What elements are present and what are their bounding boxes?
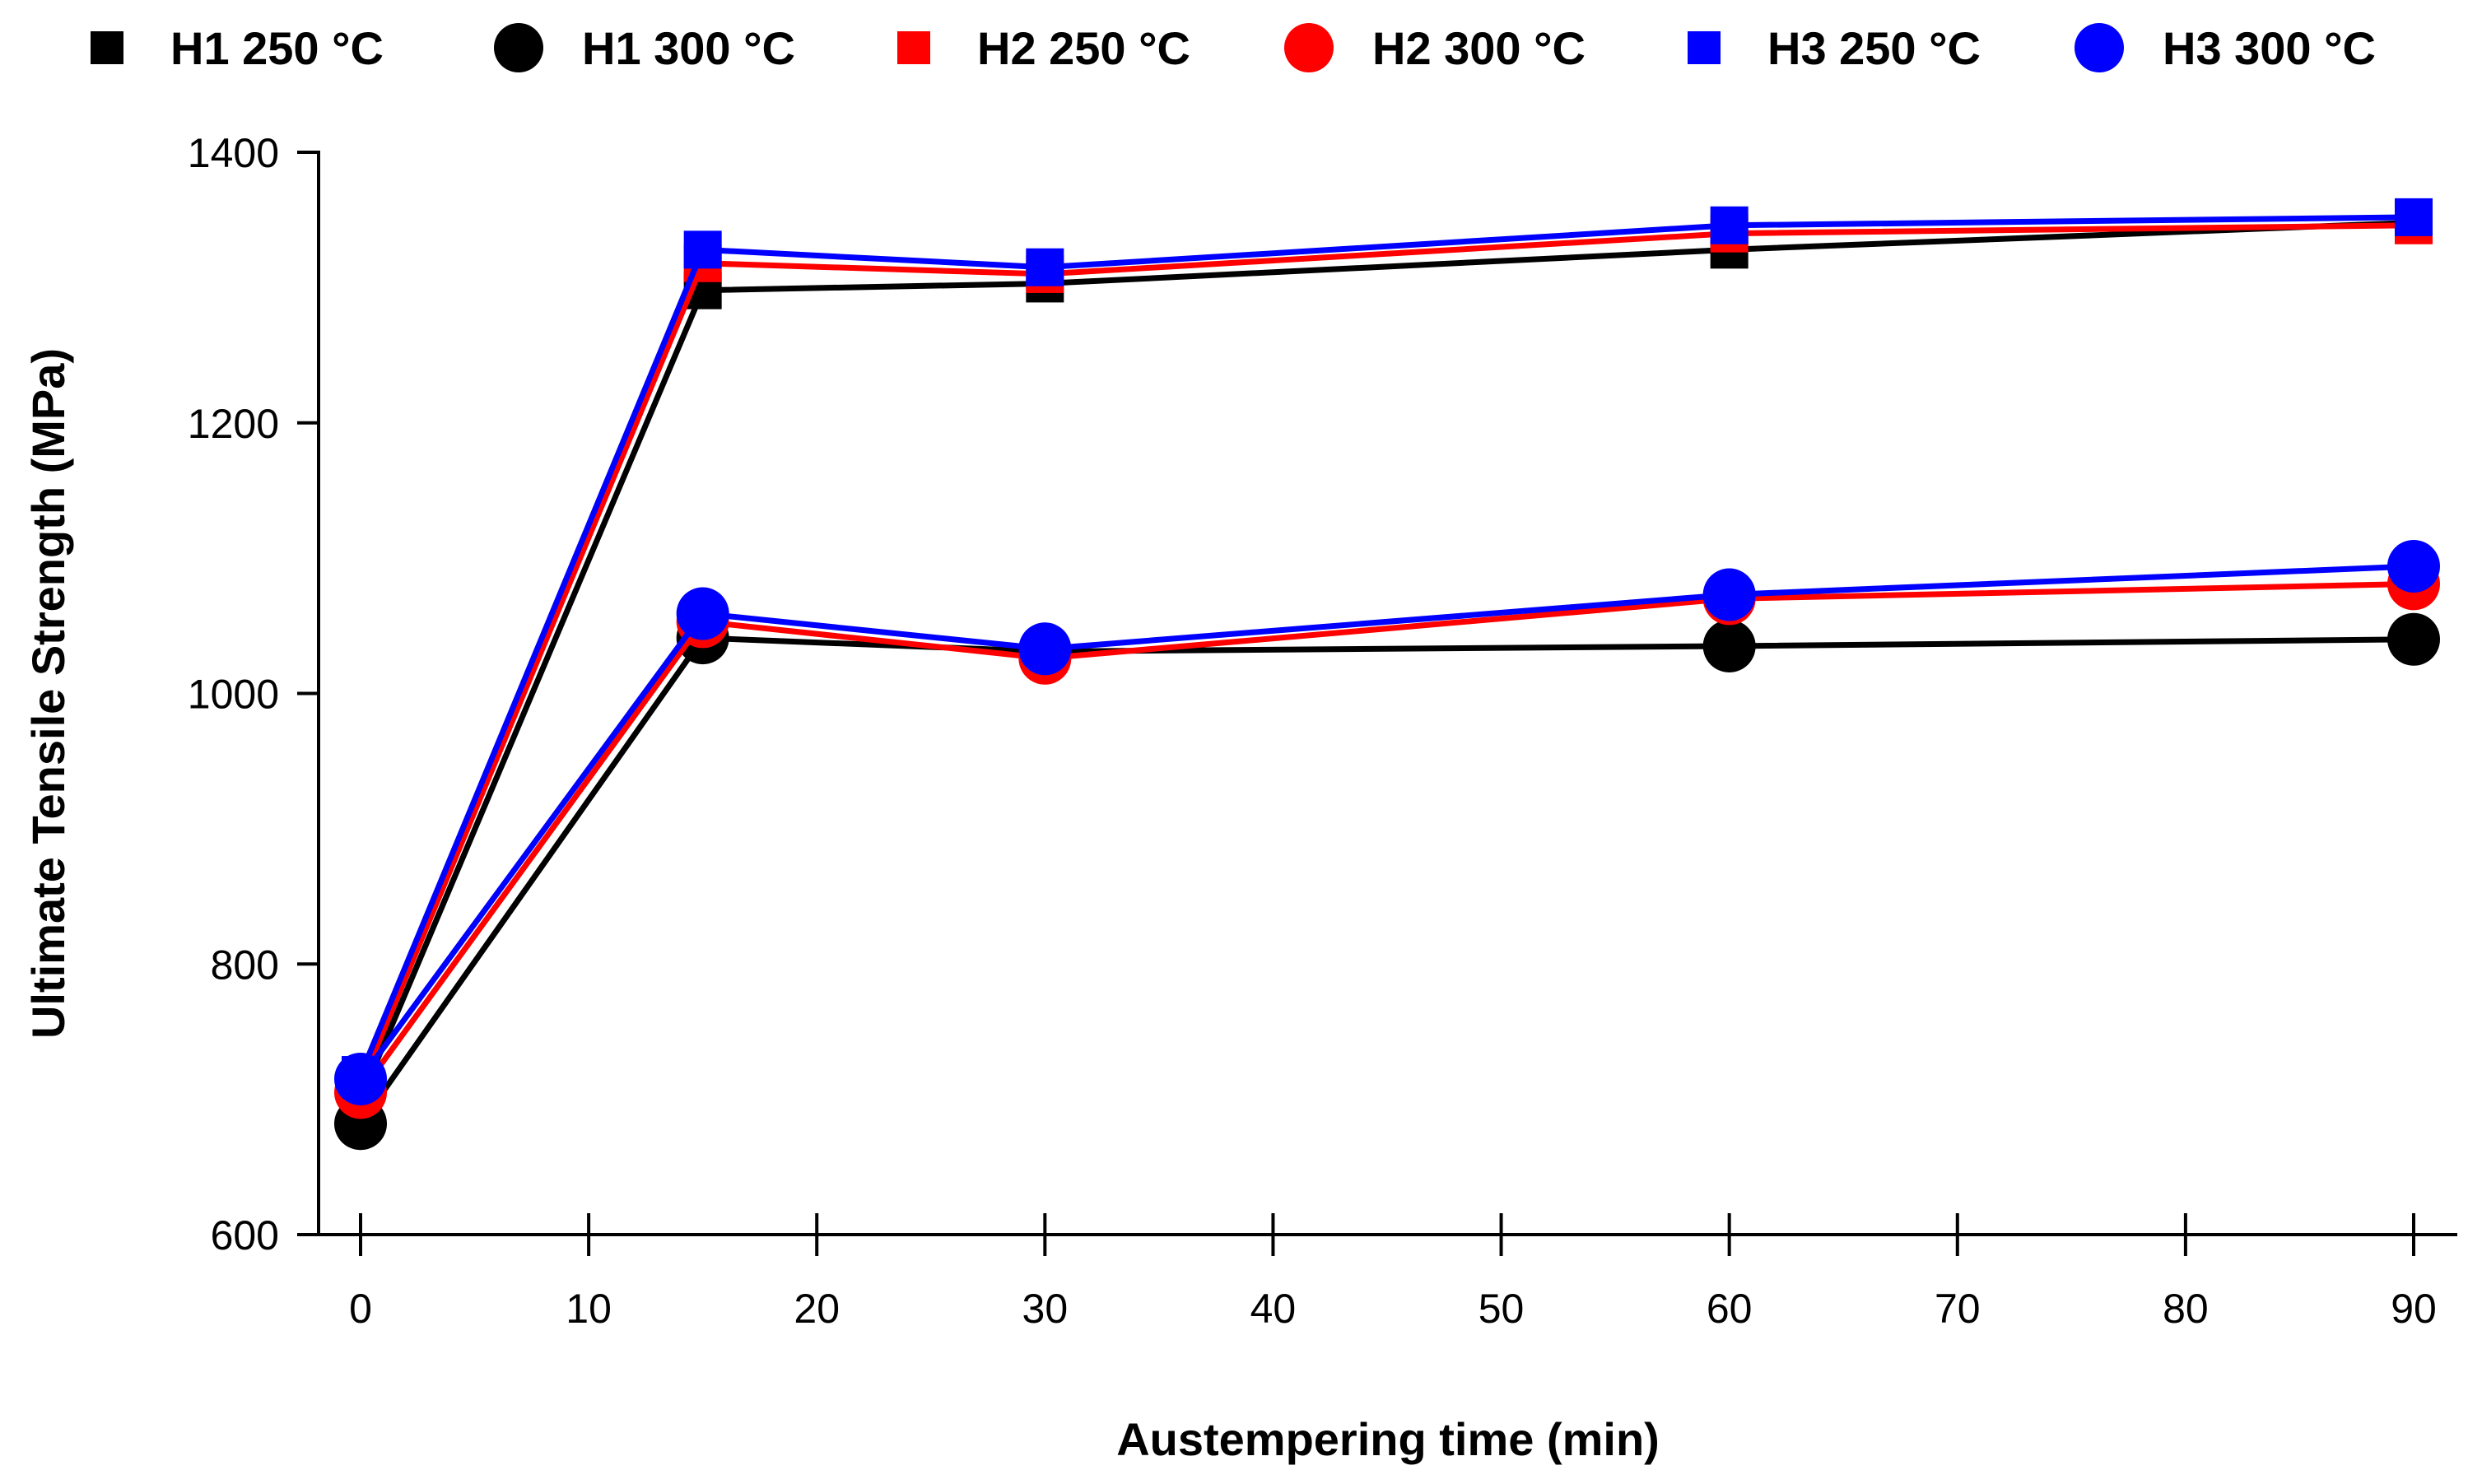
x-tick-label: 80 bbox=[2163, 1286, 2209, 1332]
legend-item: H1 300 °C bbox=[494, 22, 795, 74]
legend-marker-square bbox=[897, 31, 930, 64]
legend-marker-square bbox=[91, 31, 123, 64]
x-tick-label: 40 bbox=[1250, 1286, 1297, 1332]
data-point bbox=[683, 230, 722, 269]
data-point bbox=[2395, 198, 2433, 236]
data-point bbox=[2387, 539, 2440, 593]
x-tick-label: 60 bbox=[1707, 1286, 1753, 1332]
data-point bbox=[1710, 206, 1749, 244]
legend: H1 250 °C H1 300 °C H2 250 °C H2 300 °C H3 2… bbox=[91, 22, 2376, 74]
data-point bbox=[676, 587, 729, 640]
series-h1-250-c bbox=[342, 203, 2433, 1119]
series-layer bbox=[334, 198, 2440, 1151]
y-tick-label: 1200 bbox=[188, 401, 279, 447]
y-tick-label: 1000 bbox=[188, 672, 279, 718]
x-tick-label: 70 bbox=[1935, 1286, 1981, 1332]
x-tick-label: 20 bbox=[794, 1286, 840, 1332]
legend-item: H3 250 °C bbox=[1688, 22, 1981, 74]
y-ticks: 600 800 1000 1200 1400 bbox=[188, 130, 319, 1258]
legend-label: H1 300 °C bbox=[582, 22, 795, 74]
legend-item: H1 250 °C bbox=[91, 22, 384, 74]
legend-label: H2 250 °C bbox=[977, 22, 1190, 74]
legend-label: H3 300 °C bbox=[2163, 22, 2376, 74]
data-point bbox=[1018, 622, 1072, 676]
legend-marker-circle bbox=[2075, 23, 2124, 72]
legend-item: H3 300 °C bbox=[2075, 22, 2376, 74]
x-tick-label: 10 bbox=[566, 1286, 612, 1332]
x-tick-label: 90 bbox=[2391, 1286, 2437, 1332]
y-tick-label: 1400 bbox=[188, 130, 279, 176]
data-point bbox=[2387, 612, 2440, 666]
legend-marker-circle bbox=[494, 23, 543, 72]
x-tick-label: 30 bbox=[1022, 1286, 1069, 1332]
series-h2-250-c bbox=[342, 206, 2433, 1105]
data-point bbox=[1702, 568, 1756, 621]
axes: 600 800 1000 1200 1400 0 10 20 30 40 50 60 70 80 90 bbox=[188, 130, 2457, 1332]
y-tick-label: 600 bbox=[211, 1212, 279, 1258]
x-ticks: 0 10 20 30 40 50 60 70 80 90 bbox=[349, 1213, 2437, 1332]
legend-label: H1 250 °C bbox=[170, 22, 384, 74]
data-point bbox=[1702, 619, 1756, 672]
legend-label: H3 250 °C bbox=[1767, 22, 1981, 74]
x-tick-label: 50 bbox=[1478, 1286, 1525, 1332]
data-point bbox=[334, 1052, 387, 1105]
legend-label: H2 300 °C bbox=[1372, 22, 1586, 74]
data-point bbox=[1026, 248, 1064, 286]
series-line bbox=[358, 635, 2414, 1126]
y-axis-label: Ultimate Tensile Strength (MPa) bbox=[22, 348, 74, 1039]
x-axis-label: Austempering time (min) bbox=[1116, 1413, 1660, 1465]
legend-marker-square bbox=[1688, 31, 1721, 64]
legend-item: H2 300 °C bbox=[1284, 22, 1586, 74]
x-tick-label: 0 bbox=[349, 1286, 372, 1332]
series-h3-300-c bbox=[334, 539, 2440, 1105]
y-tick-label: 800 bbox=[211, 942, 279, 988]
legend-item: H2 250 °C bbox=[897, 22, 1190, 74]
legend-marker-circle bbox=[1284, 23, 1334, 72]
